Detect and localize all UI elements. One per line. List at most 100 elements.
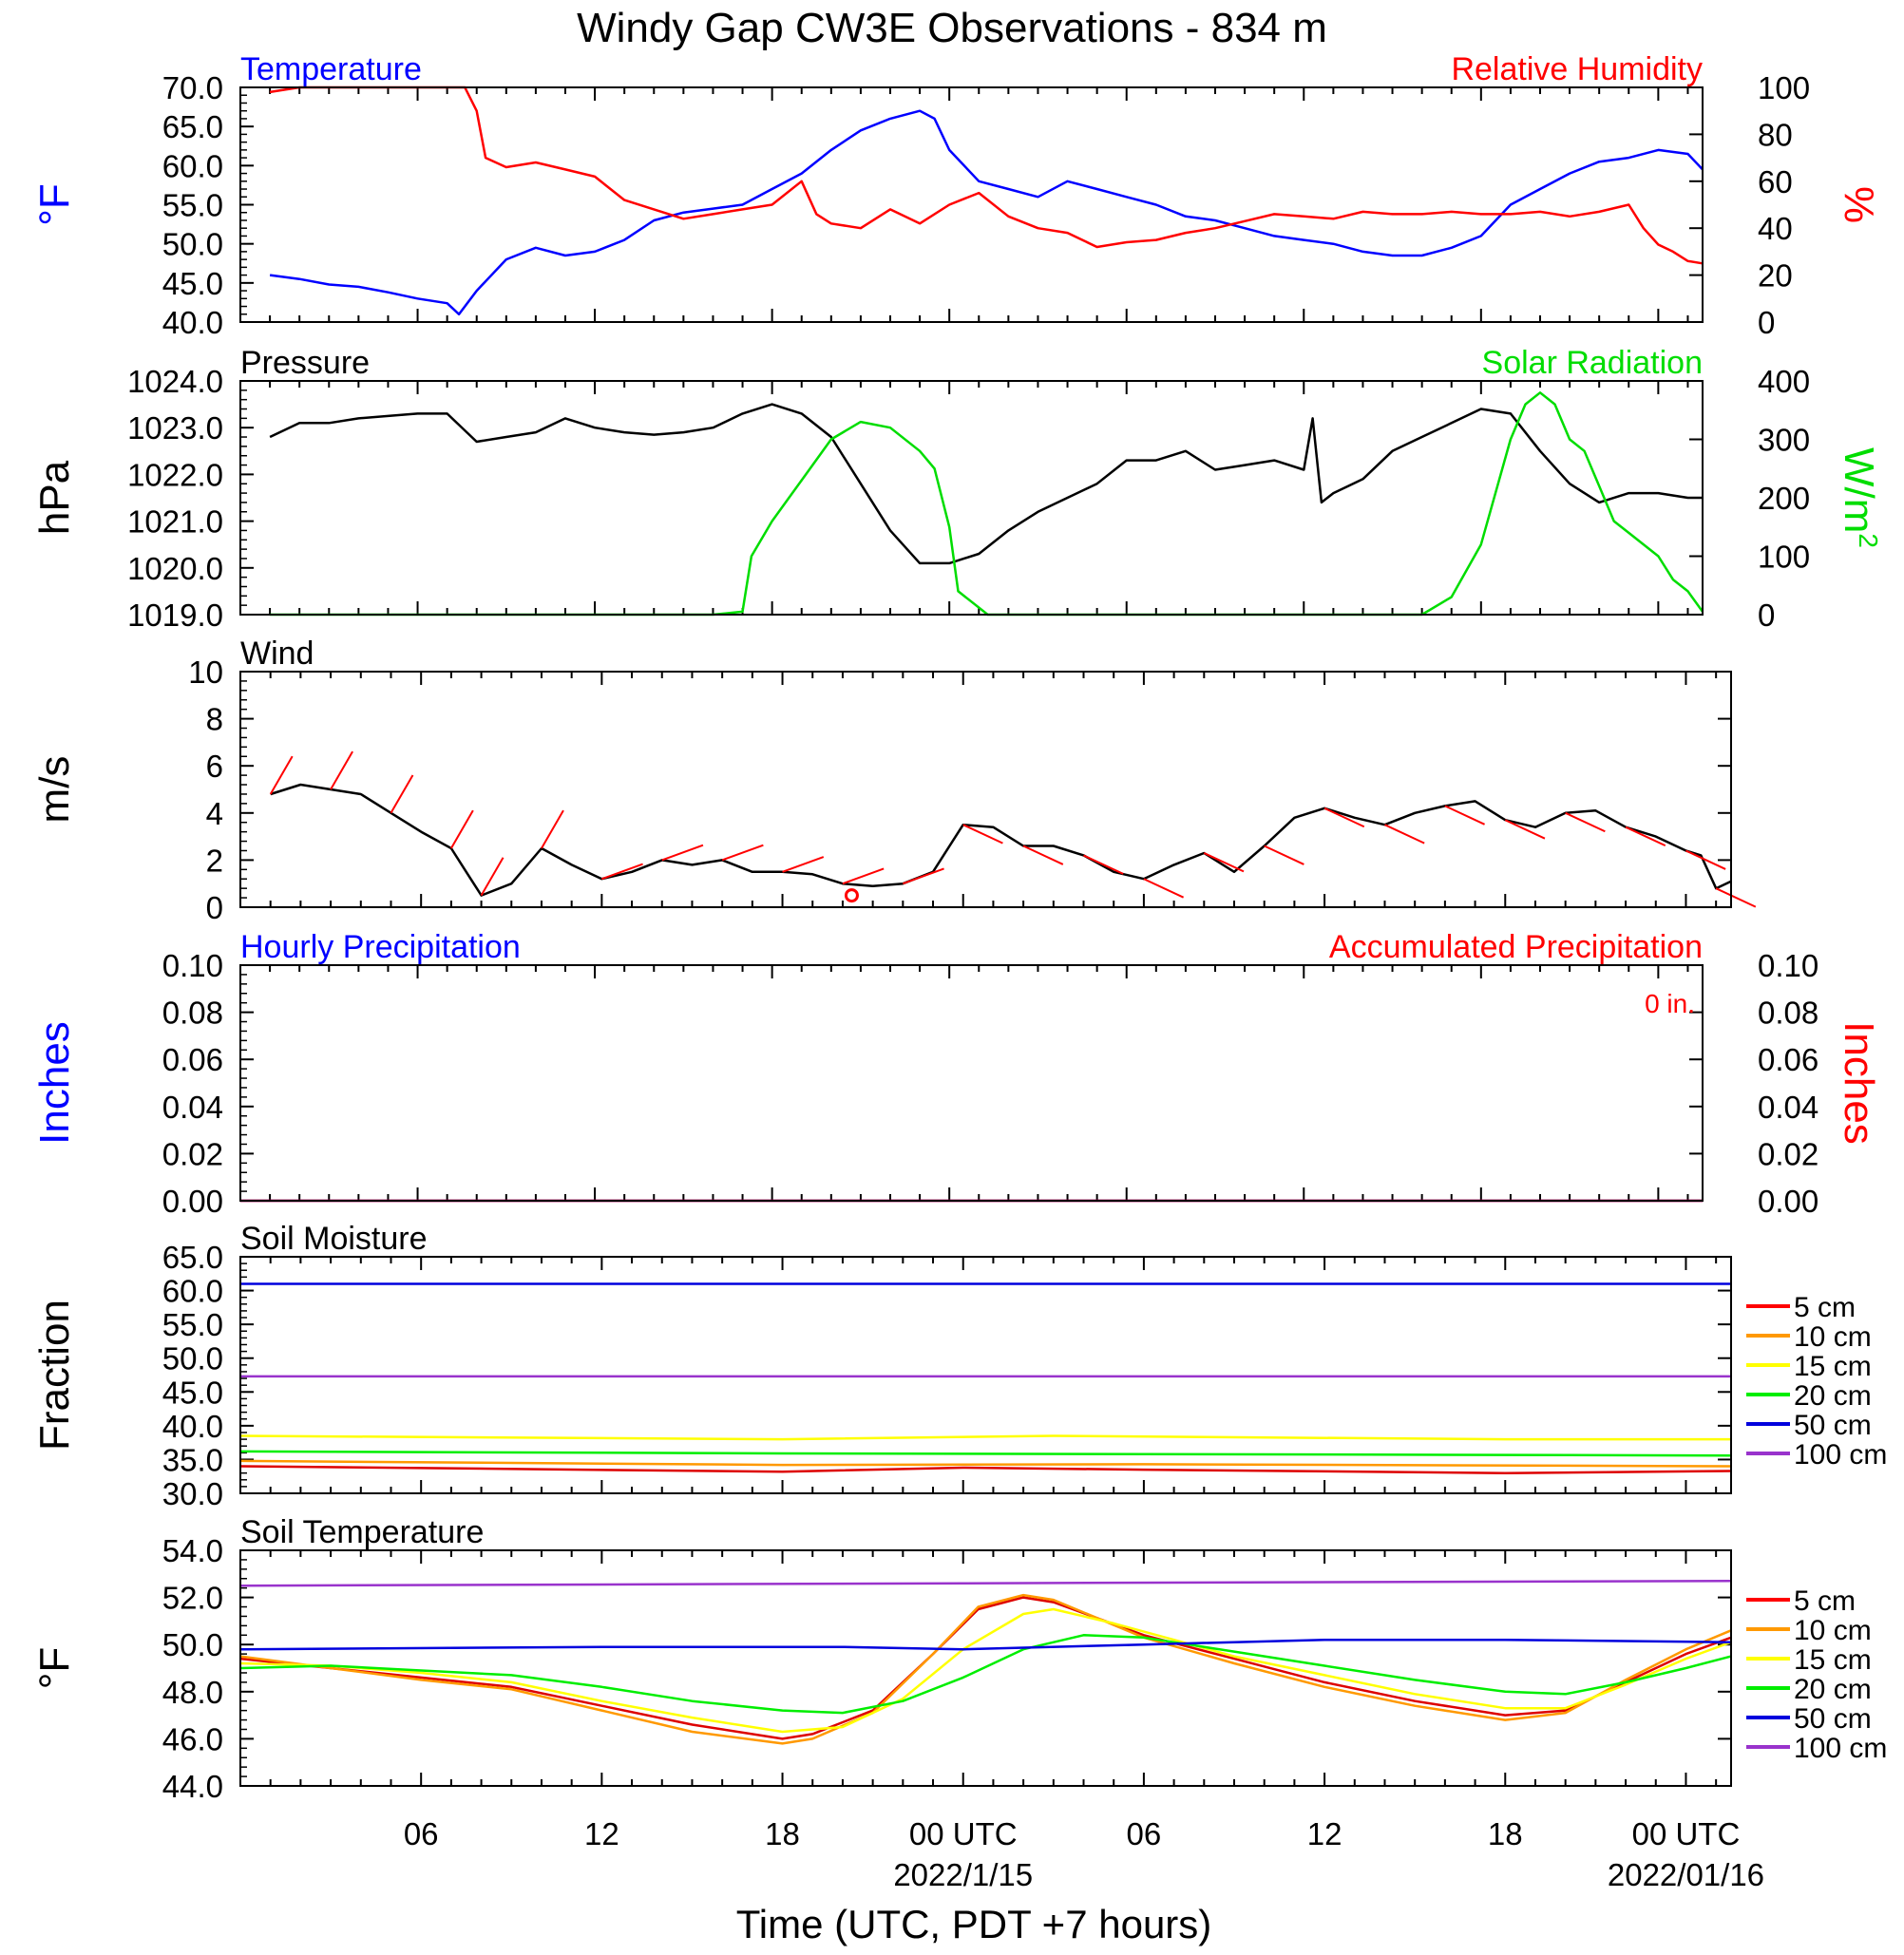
panel-precip: 0.00 0.02 0.04 0.06 0.08 0.10 0.00 0.02 0.04 0.06… (31, 929, 1882, 1219)
x-tick-label: 12 (584, 1816, 619, 1851)
y-tick-label: 44.0 (162, 1769, 223, 1804)
series-solar-radiation (270, 391, 1704, 617)
y-axis-label-left: Fraction (31, 1300, 78, 1451)
plot-frame (239, 964, 1704, 1202)
y-axis-label-left: Inches (31, 1021, 78, 1145)
plot-frame (239, 1549, 1732, 1787)
wind-barb (1685, 849, 1726, 870)
y-tick-label-right: 300 (1758, 423, 1810, 458)
wind-barb (480, 857, 505, 897)
plot-frame (239, 671, 1732, 908)
wind-barb (450, 809, 474, 849)
y-tick-label-right: 60 (1758, 164, 1793, 199)
x-tick-label: 00 UTC (909, 1816, 1018, 1851)
legend-label: 100 cm (1794, 1733, 1887, 1764)
panel-soil_moist: 30.035.040.045.050.055.060.065.0 Soil Moi… (31, 1221, 1887, 1511)
y-axis-label-left: °F (31, 183, 78, 225)
series-10-cm (239, 1459, 1732, 1468)
y-tick-label: 55.0 (162, 1307, 223, 1342)
legend-label: 50 cm (1794, 1410, 1872, 1441)
y-tick-label: 60.0 (162, 148, 223, 183)
panel-title-left: Wind (240, 636, 314, 672)
wind-barb (721, 844, 764, 862)
y-tick-label: 50.0 (162, 1341, 223, 1376)
wind-barb (902, 867, 944, 885)
wind-barb (962, 824, 1003, 845)
series-temperature (269, 109, 1704, 316)
y-tick-label: 1022.0 (127, 457, 223, 492)
series-15-cm (239, 1434, 1731, 1441)
y-tick-label: 10 (188, 655, 223, 690)
panel-title-right: Solar Radiation (1482, 345, 1703, 381)
plot-frame (239, 1256, 1732, 1494)
y-tick-label-right: 0.00 (1758, 1184, 1818, 1219)
y-axis-label-left: m/s (31, 756, 78, 824)
y-axis-label-right: % (1836, 186, 1882, 223)
y-tick-label: 40.0 (162, 305, 223, 340)
y-tick-label-right: 0 (1758, 598, 1775, 633)
y-tick-label: 1021.0 (127, 504, 223, 540)
x-tick-label: 18 (1488, 1816, 1523, 1851)
wind-barb (1264, 845, 1304, 865)
panel-title-left: Soil Temperature (240, 1514, 484, 1550)
y-tick-label: 65.0 (162, 109, 223, 144)
panel-title-left: Temperature (240, 51, 422, 87)
legend-label: 20 cm (1794, 1380, 1872, 1412)
y-tick-label: 0.06 (162, 1042, 223, 1077)
wind-barb (330, 750, 353, 790)
wind-barb (1323, 807, 1365, 828)
x-tick-label: 06 (1127, 1816, 1162, 1851)
y-tick-label: 45.0 (162, 266, 223, 301)
y-tick-label: 2 (206, 843, 223, 878)
series-100-cm (239, 1579, 1732, 1587)
y-tick-label-right: 0.02 (1758, 1136, 1818, 1171)
series-15-cm (239, 1607, 1732, 1734)
series-wind (270, 783, 1732, 897)
legend-label: 15 cm (1794, 1351, 1872, 1382)
y-tick-label: 55.0 (162, 188, 223, 223)
series-20-cm (239, 1450, 1732, 1457)
legend-label: 10 cm (1794, 1321, 1872, 1353)
y-tick-label: 40.0 (162, 1409, 223, 1444)
legend-label: 5 cm (1794, 1585, 1856, 1617)
plot-frame (239, 86, 1704, 323)
accumulated-total: 0 in. (1645, 989, 1695, 1018)
x-axis-label: Time (UTC, PDT +7 hours) (736, 1902, 1212, 1946)
y-tick-label-right: 40 (1758, 211, 1793, 246)
y-tick-label: 52.0 (162, 1581, 223, 1616)
wind-barb (1625, 826, 1666, 847)
y-tick-label: 1024.0 (127, 364, 223, 399)
panel-title-left: Hourly Precipitation (240, 929, 521, 965)
wind-barb (1565, 811, 1606, 833)
y-tick-label: 30.0 (162, 1476, 223, 1511)
y-axis-label-right: W/m2 (1836, 447, 1884, 548)
series-20-cm (239, 1634, 1732, 1715)
series-5-cm (239, 1465, 1732, 1474)
y-tick-label: 60.0 (162, 1274, 223, 1309)
y-tick-label-right: 20 (1758, 258, 1793, 294)
y-tick-label: 1023.0 (127, 410, 223, 446)
y-tick-label-right: 0.10 (1758, 948, 1818, 983)
y-tick-label: 50.0 (162, 1627, 223, 1662)
y-tick-label: 0.08 (162, 996, 223, 1031)
series-relative-humidity (269, 85, 1704, 265)
calm-wind-marker (844, 888, 859, 903)
y-tick-label: 1020.0 (127, 551, 223, 586)
x-tick-label: 12 (1307, 1816, 1342, 1851)
legend-label: 5 cm (1794, 1292, 1856, 1323)
y-tick-label-right: 0.06 (1758, 1042, 1818, 1077)
wind-barb (269, 755, 294, 795)
legend-label: 50 cm (1794, 1703, 1872, 1735)
panel-title-right: Accumulated Precipitation (1329, 929, 1703, 965)
y-tick-label: 48.0 (162, 1675, 223, 1710)
wind-barb (1715, 887, 1757, 908)
y-tick-label: 0.00 (162, 1184, 223, 1219)
y-tick-label-right: 200 (1758, 481, 1810, 516)
series-50-cm (239, 1638, 1732, 1651)
y-tick-label: 0.02 (162, 1136, 223, 1171)
y-tick-label: 4 (206, 796, 223, 831)
y-tick-label: 50.0 (162, 227, 223, 262)
wind-barb (1022, 845, 1064, 865)
wind-barb (661, 844, 704, 862)
